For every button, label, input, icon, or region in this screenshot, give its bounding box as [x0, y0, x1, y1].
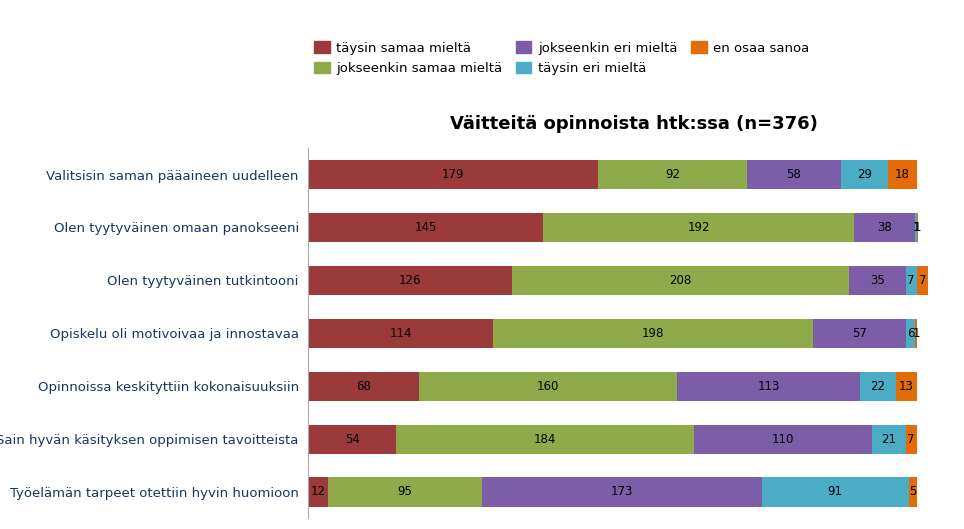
- Text: 114: 114: [389, 327, 412, 340]
- Bar: [396, 424, 693, 453]
- Bar: [860, 371, 896, 401]
- Text: 58: 58: [787, 168, 801, 181]
- Text: 35: 35: [870, 274, 885, 287]
- Text: 160: 160: [537, 380, 559, 393]
- Text: 192: 192: [687, 221, 710, 234]
- Title: Väitteitä opinnoista htk:ssa (n=376): Väitteitä opinnoista htk:ssa (n=376): [450, 115, 817, 133]
- Bar: [905, 318, 915, 348]
- Bar: [598, 160, 747, 189]
- Bar: [308, 213, 543, 242]
- Text: 7: 7: [919, 274, 926, 287]
- Bar: [493, 318, 814, 348]
- Bar: [917, 213, 919, 242]
- Text: 29: 29: [857, 168, 871, 181]
- Text: 173: 173: [610, 486, 632, 498]
- Bar: [871, 424, 905, 453]
- Text: 13: 13: [898, 380, 914, 393]
- Text: 18: 18: [895, 168, 910, 181]
- Bar: [543, 213, 854, 242]
- Bar: [678, 371, 860, 401]
- Text: 95: 95: [397, 486, 413, 498]
- Bar: [917, 266, 928, 295]
- Bar: [328, 477, 482, 507]
- Bar: [693, 424, 871, 453]
- Text: 113: 113: [758, 380, 780, 393]
- Bar: [854, 213, 915, 242]
- Text: 110: 110: [771, 433, 793, 445]
- Text: 179: 179: [442, 168, 465, 181]
- Bar: [308, 160, 598, 189]
- Text: 12: 12: [310, 486, 326, 498]
- Bar: [308, 266, 512, 295]
- Text: 68: 68: [356, 380, 371, 393]
- Bar: [762, 477, 909, 507]
- Bar: [418, 371, 678, 401]
- Text: 7: 7: [907, 433, 915, 445]
- Text: 184: 184: [533, 433, 556, 445]
- Bar: [308, 371, 418, 401]
- Text: 22: 22: [870, 380, 886, 393]
- Text: 7: 7: [907, 274, 915, 287]
- Text: 92: 92: [665, 168, 680, 181]
- Text: 21: 21: [881, 433, 897, 445]
- Text: 208: 208: [670, 274, 692, 287]
- Bar: [482, 477, 762, 507]
- Bar: [909, 477, 917, 507]
- Bar: [905, 266, 917, 295]
- Text: 1: 1: [912, 221, 920, 234]
- Bar: [814, 318, 905, 348]
- Bar: [747, 160, 841, 189]
- Text: 126: 126: [399, 274, 421, 287]
- Bar: [896, 371, 917, 401]
- Text: 1: 1: [914, 221, 922, 234]
- Text: 198: 198: [642, 327, 664, 340]
- Bar: [905, 424, 917, 453]
- Text: 54: 54: [345, 433, 360, 445]
- Bar: [308, 477, 328, 507]
- Text: 5: 5: [909, 486, 917, 498]
- Text: 145: 145: [415, 221, 437, 234]
- Bar: [915, 318, 917, 348]
- Bar: [308, 318, 493, 348]
- Bar: [841, 160, 888, 189]
- Bar: [849, 266, 905, 295]
- Bar: [915, 213, 917, 242]
- Legend: täysin samaa mieltä, jokseenkin samaa mieltä, jokseenkin eri mieltä, täysin eri : täysin samaa mieltä, jokseenkin samaa mi…: [308, 36, 815, 80]
- Bar: [512, 266, 849, 295]
- Text: 91: 91: [828, 486, 843, 498]
- Text: 1: 1: [912, 327, 920, 340]
- Text: 6: 6: [907, 327, 914, 340]
- Bar: [888, 160, 917, 189]
- Text: 38: 38: [877, 221, 892, 234]
- Bar: [308, 424, 396, 453]
- Text: 57: 57: [852, 327, 867, 340]
